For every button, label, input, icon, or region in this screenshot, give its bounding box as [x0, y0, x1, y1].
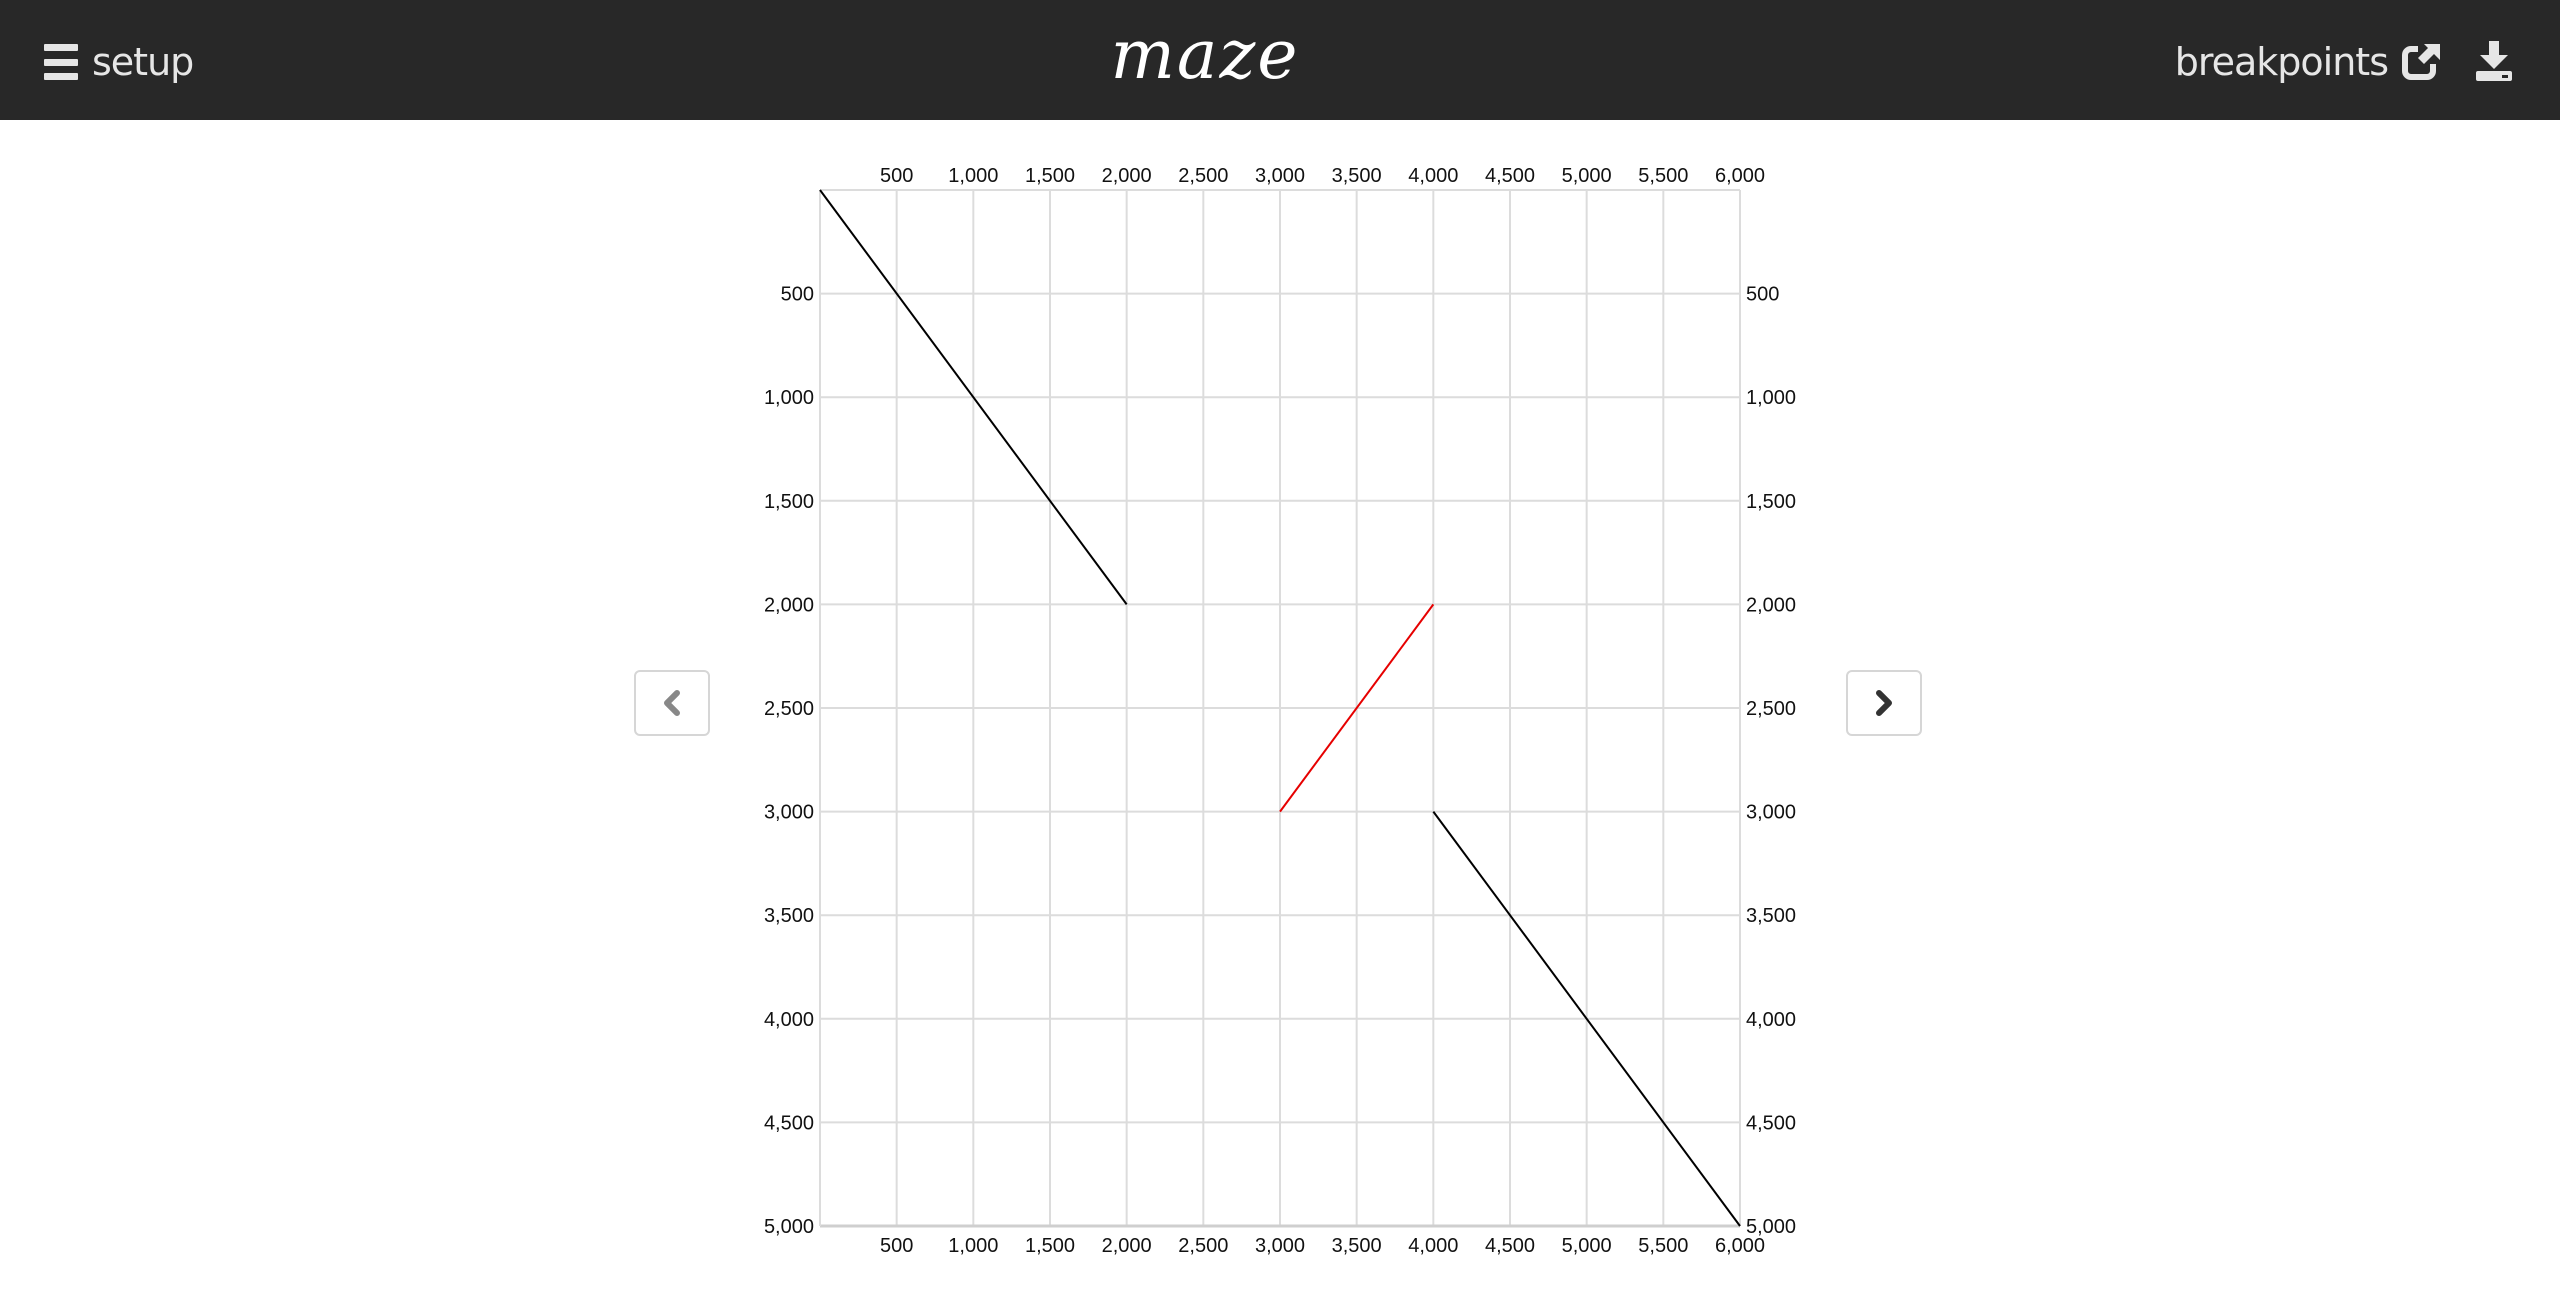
hamburger-icon	[44, 44, 78, 80]
x-tick-label-bottom: 4,000	[1408, 1235, 1458, 1257]
brand-logo: maze	[1110, 16, 1300, 95]
x-tick-label-bottom: 2,500	[1178, 1235, 1228, 1257]
chart-grid	[820, 190, 1741, 1227]
x-tick-label-top: 1,000	[948, 165, 998, 187]
external-link-icon[interactable]	[2400, 40, 2444, 84]
x-tick-label-top: 4,000	[1408, 165, 1458, 187]
x-tick-label-bottom: 5,500	[1638, 1235, 1688, 1257]
y-tick-label-left: 2,000	[764, 594, 814, 616]
x-tick-label-top: 2,500	[1178, 165, 1228, 187]
setup-label: setup	[92, 40, 194, 84]
maze-segment-2	[1432, 811, 1741, 1227]
x-tick-label-top: 1,500	[1025, 165, 1075, 187]
y-tick-label-left: 2,500	[764, 698, 814, 720]
x-tick-label-bottom: 1,500	[1025, 1235, 1075, 1257]
header-tools: breakpoints	[2175, 34, 2516, 90]
y-tick-label-right: 3,000	[1746, 802, 1796, 824]
y-tick-label-right: 500	[1746, 284, 1779, 306]
x-tick-label-top: 4,500	[1485, 165, 1535, 187]
y-tick-label-left: 5,000	[764, 1216, 814, 1238]
next-button[interactable]	[1846, 670, 1922, 736]
y-tick-label-left: 3,500	[764, 905, 814, 927]
x-tick-label-top: 3,500	[1332, 165, 1382, 187]
y-tick-label-right: 4,000	[1746, 1009, 1796, 1031]
y-tick-label-right: 1,500	[1746, 491, 1796, 513]
chevron-left-icon	[664, 690, 680, 716]
y-tick-label-right: 4,500	[1746, 1112, 1796, 1134]
maze-segment-1	[1279, 603, 1435, 813]
x-tick-label-bottom: 4,500	[1485, 1235, 1535, 1257]
chart-tick-labels: 500 500 1,000 1,000 1,500 1,500 2,000 2,000 2,50…	[764, 165, 1796, 1257]
x-tick-label-top: 6,000	[1715, 165, 1765, 187]
x-tick-label-bottom: 3,000	[1255, 1235, 1305, 1257]
y-tick-label-right: 1,000	[1746, 387, 1796, 409]
y-tick-label-left: 1,000	[764, 387, 814, 409]
prev-button[interactable]	[634, 670, 710, 736]
y-tick-label-right: 2,000	[1746, 594, 1796, 616]
x-tick-label-bottom: 2,000	[1102, 1235, 1152, 1257]
x-tick-label-bottom: 3,500	[1332, 1235, 1382, 1257]
setup-menu-button[interactable]: setup	[44, 34, 194, 90]
breakpoints-label[interactable]: breakpoints	[2174, 40, 2389, 84]
x-tick-label-top: 5,000	[1562, 165, 1612, 187]
maze-segment-0	[819, 189, 1128, 605]
x-tick-label-top: 3,000	[1255, 165, 1305, 187]
x-tick-label-top: 2,000	[1102, 165, 1152, 187]
x-tick-label-bottom: 1,000	[948, 1235, 998, 1257]
y-tick-label-right: 5,000	[1746, 1216, 1796, 1238]
download-icon[interactable]	[2472, 40, 2516, 84]
x-tick-label-top: 5,500	[1638, 165, 1688, 187]
y-tick-label-right: 2,500	[1746, 698, 1796, 720]
chart-axes	[819, 189, 1741, 1228]
y-tick-label-left: 1,500	[764, 491, 814, 513]
top-bar: setup maze breakpoints	[0, 0, 2560, 120]
chart-series	[819, 189, 1741, 1227]
y-tick-label-left: 4,500	[764, 1112, 814, 1134]
x-tick-label-bottom: 6,000	[1715, 1235, 1765, 1257]
y-tick-label-left: 3,000	[764, 802, 814, 824]
chevron-right-icon	[1876, 690, 1892, 716]
y-tick-label-left: 4,000	[764, 1009, 814, 1031]
y-tick-label-right: 3,500	[1746, 905, 1796, 927]
x-tick-label-bottom: 500	[880, 1235, 913, 1257]
x-tick-label-bottom: 5,000	[1562, 1235, 1612, 1257]
x-tick-label-top: 500	[880, 165, 913, 187]
y-tick-label-left: 500	[781, 284, 814, 306]
